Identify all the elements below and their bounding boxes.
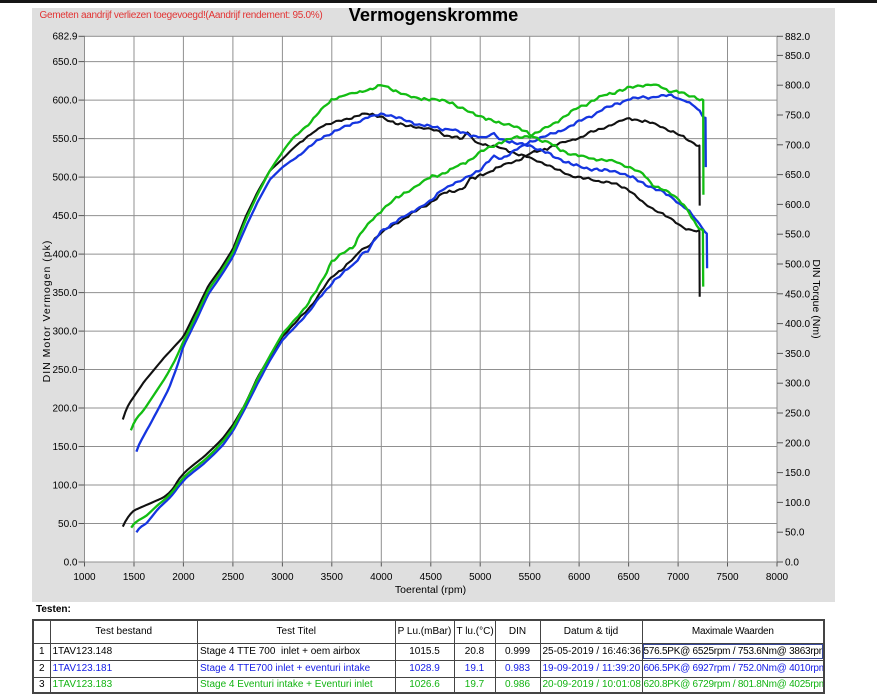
svg-text:3500: 3500 <box>321 572 344 583</box>
svg-text:300.0: 300.0 <box>785 379 810 390</box>
svg-text:300.0: 300.0 <box>52 327 77 338</box>
svg-text:550.0: 550.0 <box>52 134 77 145</box>
svg-text:200.0: 200.0 <box>785 438 810 449</box>
svg-text:8000: 8000 <box>766 572 789 583</box>
svg-text:Toerental (rpm): Toerental (rpm) <box>395 584 466 596</box>
svg-text:150.0: 150.0 <box>52 442 77 453</box>
svg-text:1000: 1000 <box>73 572 96 583</box>
svg-text:0.0: 0.0 <box>64 557 78 568</box>
svg-text:750.0: 750.0 <box>785 111 810 122</box>
svg-text:100.0: 100.0 <box>52 480 77 491</box>
svg-text:4500: 4500 <box>420 572 443 583</box>
svg-text:2500: 2500 <box>222 572 245 583</box>
svg-text:650.0: 650.0 <box>785 170 810 181</box>
svg-text:800.0: 800.0 <box>785 81 810 92</box>
svg-text:450.0: 450.0 <box>52 211 77 222</box>
svg-text:0.0: 0.0 <box>785 558 799 569</box>
svg-text:100.0: 100.0 <box>785 498 810 509</box>
svg-text:200.0: 200.0 <box>52 403 77 414</box>
svg-text:500.0: 500.0 <box>785 260 810 271</box>
svg-text:700.0: 700.0 <box>785 140 810 151</box>
svg-text:DIN Motor Vermogen (pk): DIN Motor Vermogen (pk) <box>41 240 53 383</box>
svg-text:500.0: 500.0 <box>52 173 77 184</box>
svg-text:350.0: 350.0 <box>52 288 77 299</box>
svg-text:400.0: 400.0 <box>52 250 77 261</box>
svg-text:600.0: 600.0 <box>52 96 77 107</box>
svg-text:1500: 1500 <box>123 572 146 583</box>
svg-text:50.0: 50.0 <box>785 528 805 539</box>
svg-text:682.9: 682.9 <box>52 32 77 43</box>
svg-text:400.0: 400.0 <box>785 319 810 330</box>
svg-text:650.0: 650.0 <box>52 57 77 68</box>
svg-text:550.0: 550.0 <box>785 230 810 241</box>
svg-text:7000: 7000 <box>667 572 690 583</box>
svg-text:450.0: 450.0 <box>785 289 810 300</box>
svg-text:600.0: 600.0 <box>785 200 810 211</box>
svg-text:4000: 4000 <box>370 572 393 583</box>
svg-text:5500: 5500 <box>519 572 542 583</box>
svg-text:250.0: 250.0 <box>785 409 810 420</box>
svg-text:250.0: 250.0 <box>52 365 77 376</box>
svg-text:882.0: 882.0 <box>785 32 810 43</box>
svg-text:3000: 3000 <box>271 572 294 583</box>
svg-text:7500: 7500 <box>716 572 739 583</box>
svg-text:2000: 2000 <box>172 572 195 583</box>
svg-text:6000: 6000 <box>568 572 591 583</box>
svg-text:50.0: 50.0 <box>58 519 78 530</box>
svg-text:DIN Torque (Nm): DIN Torque (Nm) <box>810 259 822 338</box>
svg-text:5000: 5000 <box>469 572 492 583</box>
svg-text:150.0: 150.0 <box>785 468 810 479</box>
svg-text:850.0: 850.0 <box>785 51 810 62</box>
svg-text:350.0: 350.0 <box>785 349 810 360</box>
svg-text:6500: 6500 <box>617 572 640 583</box>
